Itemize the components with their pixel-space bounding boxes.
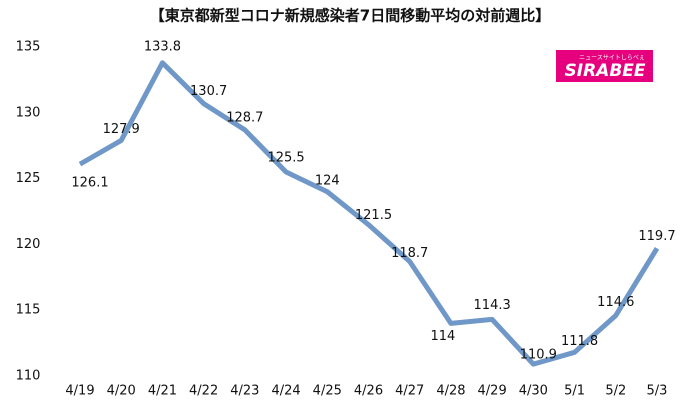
- data-label: 118.7: [391, 246, 428, 261]
- x-tick-label: 4/19: [65, 384, 94, 399]
- x-tick-label: 4/21: [148, 384, 177, 399]
- x-tick-label: 4/22: [189, 384, 218, 399]
- x-tick-label: 4/28: [436, 384, 465, 399]
- y-tick-label: 120: [16, 237, 41, 252]
- y-tick-label: 115: [16, 303, 41, 318]
- chart-title: 【東京都新型コロナ新規感染者7日間移動平均の対前週比】: [150, 7, 550, 25]
- data-label: 130.7: [190, 84, 227, 99]
- x-tick-label: 5/3: [647, 384, 668, 399]
- x-tick-label: 5/1: [564, 384, 585, 399]
- y-tick-label: 110: [16, 369, 41, 384]
- data-label: 128.7: [226, 110, 263, 125]
- data-label: 114.3: [474, 298, 511, 313]
- data-label: 114.6: [597, 295, 634, 310]
- data-label: 119.7: [638, 229, 675, 244]
- x-tick-label: 4/27: [395, 384, 424, 399]
- logo-box: [556, 50, 653, 82]
- x-tick-label: 4/23: [230, 384, 259, 399]
- x-tick-label: 4/29: [478, 384, 507, 399]
- y-tick-label: 125: [16, 171, 41, 186]
- data-label: 124: [315, 173, 340, 188]
- data-label: 111.8: [561, 334, 598, 349]
- data-label: 121.5: [355, 208, 392, 223]
- x-tick-label: 4/20: [107, 384, 136, 399]
- data-label: 114: [431, 329, 456, 344]
- data-label: 127.9: [103, 122, 140, 137]
- x-tick-label: 5/2: [605, 384, 626, 399]
- y-tick-label: 135: [16, 40, 41, 55]
- logo-tagline: ニュースサイトしらべぇ: [579, 55, 645, 62]
- data-line: [78, 60, 660, 367]
- x-tick-label: 4/25: [313, 384, 342, 399]
- data-label: 126.1: [71, 176, 108, 191]
- x-tick-label: 4/30: [519, 384, 548, 399]
- y-tick-label: 130: [16, 105, 41, 120]
- logo-text: SIRABEE: [565, 61, 646, 81]
- data-label: 125.5: [267, 151, 304, 166]
- data-label: 110.9: [520, 348, 557, 363]
- data-label: 133.8: [144, 39, 181, 54]
- x-tick-label: 4/26: [354, 384, 383, 399]
- x-tick-label: 4/24: [271, 384, 300, 399]
- logo: ニュースサイトしらべぇ SIRABEE: [556, 50, 653, 82]
